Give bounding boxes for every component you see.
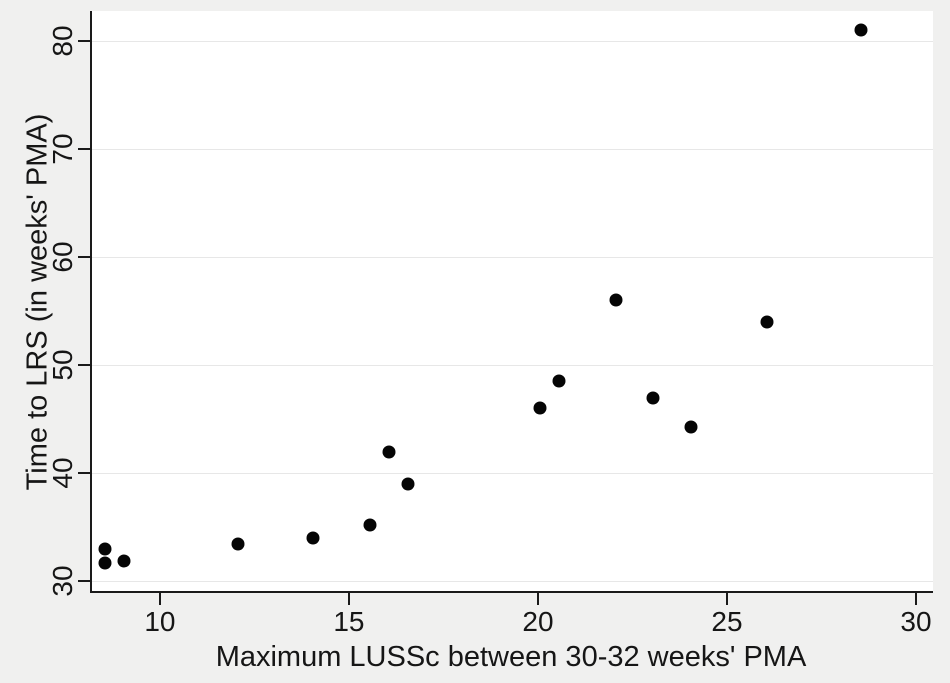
- y-gridline: [92, 148, 933, 150]
- data-point: [533, 401, 547, 415]
- y-tick-mark: [78, 256, 90, 259]
- y-tick-mark: [78, 364, 90, 367]
- y-gridline: [92, 472, 933, 474]
- y-gridline: [92, 364, 933, 366]
- data-point: [363, 518, 377, 532]
- x-tick-label: 30: [900, 606, 932, 637]
- y-tick-mark: [78, 148, 90, 151]
- y-tick-mark: [78, 580, 90, 583]
- data-point: [854, 23, 868, 37]
- data-point: [760, 315, 774, 329]
- x-tick-mark: [347, 593, 350, 605]
- x-tick-label: 15: [333, 606, 365, 637]
- y-tick-mark: [78, 40, 90, 43]
- data-point: [552, 374, 566, 388]
- x-tick-mark: [914, 593, 917, 605]
- data-point: [684, 420, 698, 434]
- data-point: [117, 554, 131, 568]
- y-gridline: [92, 580, 933, 582]
- data-point: [306, 531, 320, 545]
- x-tick-mark: [158, 593, 161, 605]
- y-tick-label: 80: [47, 25, 78, 57]
- x-tick-mark: [725, 593, 728, 605]
- x-tick-label: 20: [522, 606, 554, 637]
- data-point: [401, 477, 415, 491]
- y-tick-label: 30: [47, 565, 78, 597]
- data-point: [382, 445, 396, 459]
- x-tick-mark: [536, 593, 539, 605]
- plot-area: [90, 11, 933, 593]
- data-point: [98, 542, 112, 556]
- x-tick-label: 10: [144, 606, 176, 637]
- x-axis-title: Maximum LUSSc between 30-32 weeks' PMA: [215, 641, 807, 673]
- y-gridline: [92, 256, 933, 258]
- y-gridline: [92, 40, 933, 42]
- x-tick-label: 25: [711, 606, 743, 637]
- data-point: [609, 293, 623, 307]
- data-point: [646, 391, 660, 405]
- data-point: [98, 556, 112, 570]
- data-point: [231, 537, 245, 551]
- y-tick-mark: [78, 472, 90, 475]
- y-axis-title: Time to LRS (in weeks' PMA): [21, 113, 54, 491]
